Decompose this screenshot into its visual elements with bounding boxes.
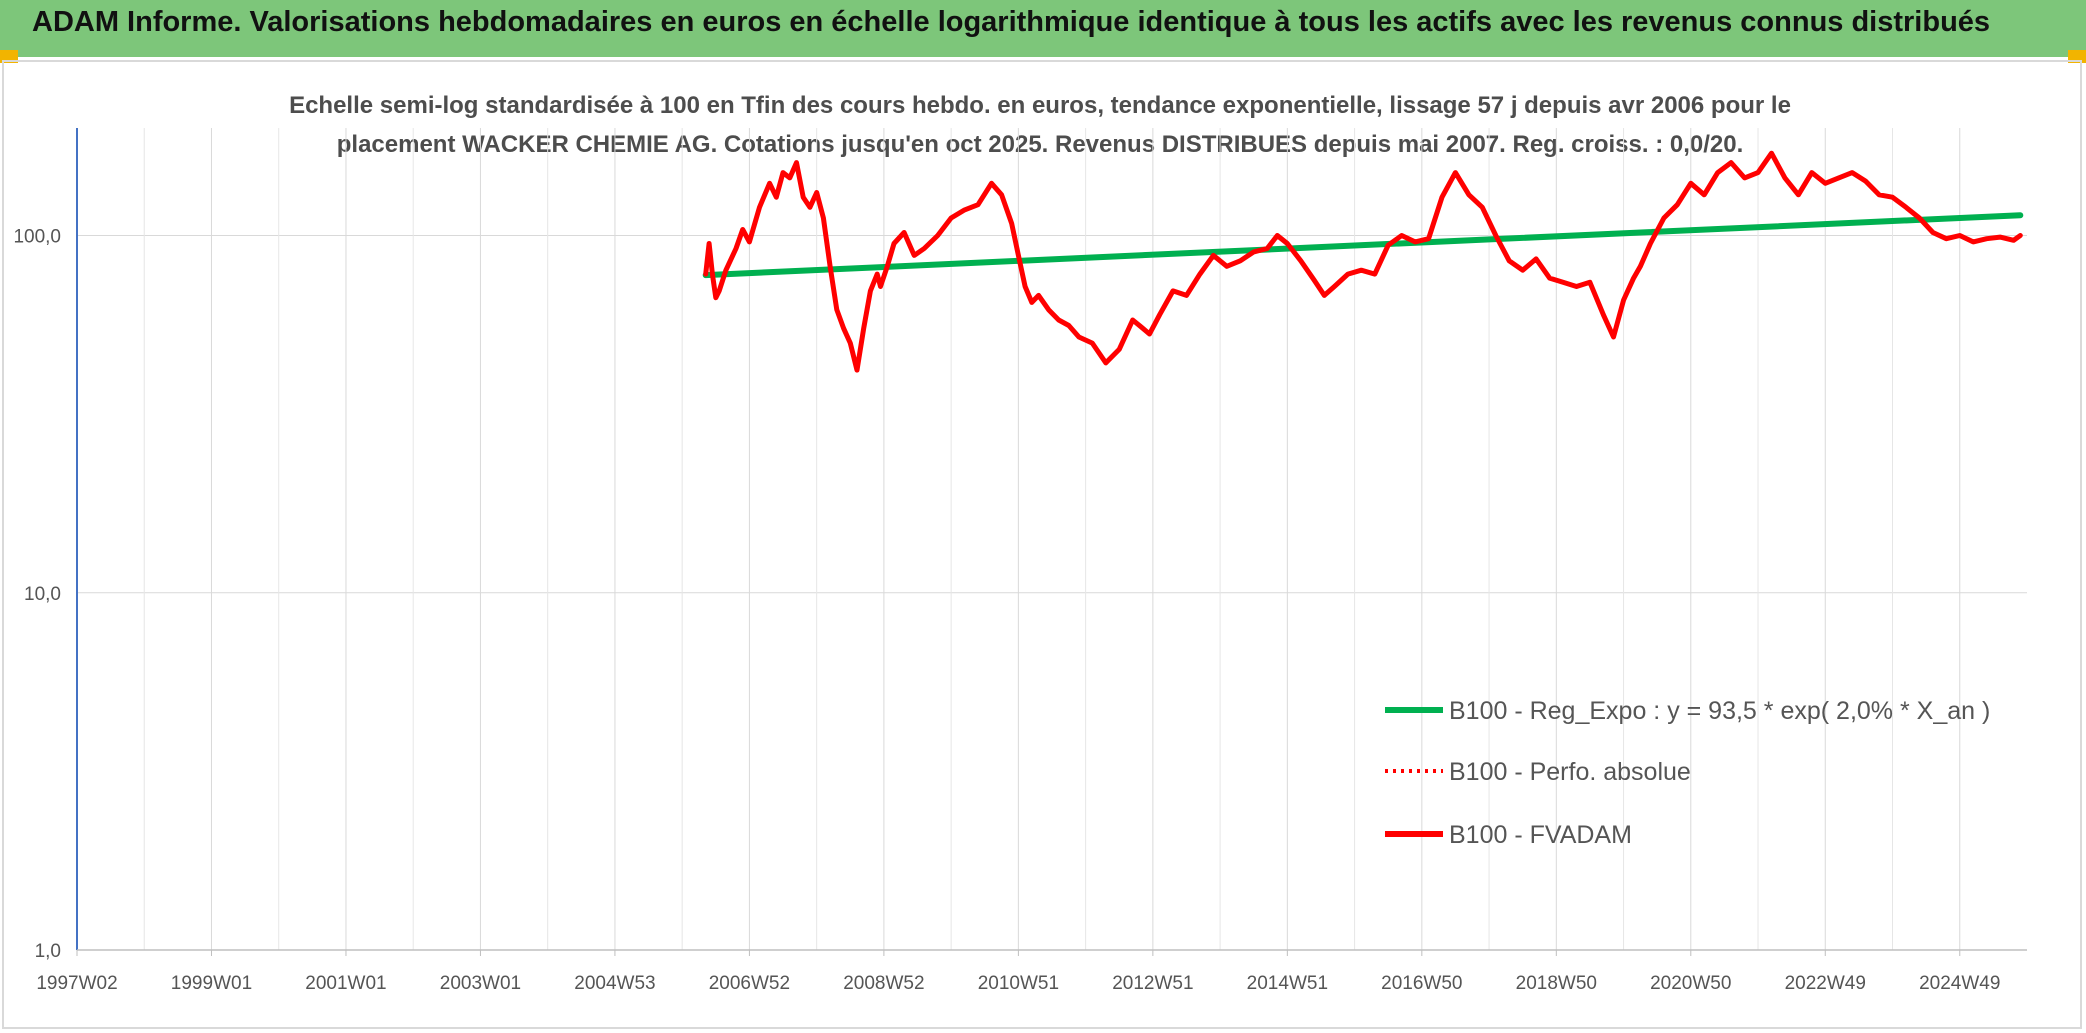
x-tick-label: 2022W49 <box>1785 973 1866 994</box>
chart-subtitle: Echelle semi-log standardisée à 100 en T… <box>250 86 1830 164</box>
x-tick-label: 2004W53 <box>574 973 655 994</box>
x-tick-label: 2018W50 <box>1516 973 1597 994</box>
y-tick-label: 1,0 <box>35 941 61 962</box>
series-line-1 <box>702 212 2024 279</box>
x-tick-label: 2012W51 <box>1112 973 1193 994</box>
chart-frame <box>2 60 2082 1029</box>
legend-label-2: B100 - FVADAM <box>1449 821 1632 849</box>
chart-grid <box>76 128 2027 951</box>
chart-series <box>702 150 2024 373</box>
x-tick-label: 2014W51 <box>1247 973 1328 994</box>
x-tick-label: 2010W51 <box>978 973 1059 994</box>
x-tick-label: 1999W01 <box>171 973 252 994</box>
legend-label-1: B100 - Perfo. absolue <box>1449 758 1691 786</box>
x-tick-label: 2020W50 <box>1650 973 1731 994</box>
chart-subtitle-line-2: placement WACKER CHEMIE AG. Cotations ju… <box>336 131 1744 158</box>
report-header: ADAM Informe. Valorisations hebdomadaire… <box>0 0 2086 57</box>
x-tick-label: 2024W49 <box>1919 973 2000 994</box>
series-line-0 <box>703 150 2023 373</box>
y-tick-label: 100,0 <box>13 227 61 248</box>
legend-label-0: B100 - Reg_Expo : y = 93,5 * exp( 2,0% *… <box>1449 697 1990 725</box>
x-tick-label: 2006W52 <box>709 973 790 994</box>
x-tick-label: 2003W01 <box>440 973 521 994</box>
x-tick-label: 2001W01 <box>305 973 386 994</box>
x-tick-label: 2016W50 <box>1381 973 1462 994</box>
x-tick-label: 2008W52 <box>843 973 924 994</box>
corner-marker-left <box>0 50 18 63</box>
report-title: ADAM Informe. Valorisations hebdomadaire… <box>32 6 1991 38</box>
corner-marker-right <box>2068 50 2086 63</box>
y-tick-label: 10,0 <box>24 584 61 605</box>
chart-axes <box>76 128 2027 956</box>
chart-subtitle-line-1: Echelle semi-log standardisée à 100 en T… <box>289 92 1791 119</box>
x-tick-label: 1997W02 <box>36 973 117 994</box>
chart-tick-labels: 1,0 10,0 100,0 1997W02 1999W01 2001W01 2003W01… <box>13 227 2000 994</box>
chart-legend: B100 - Reg_Expo : y = 93,5 * exp( 2,0% *… <box>1385 697 1990 849</box>
